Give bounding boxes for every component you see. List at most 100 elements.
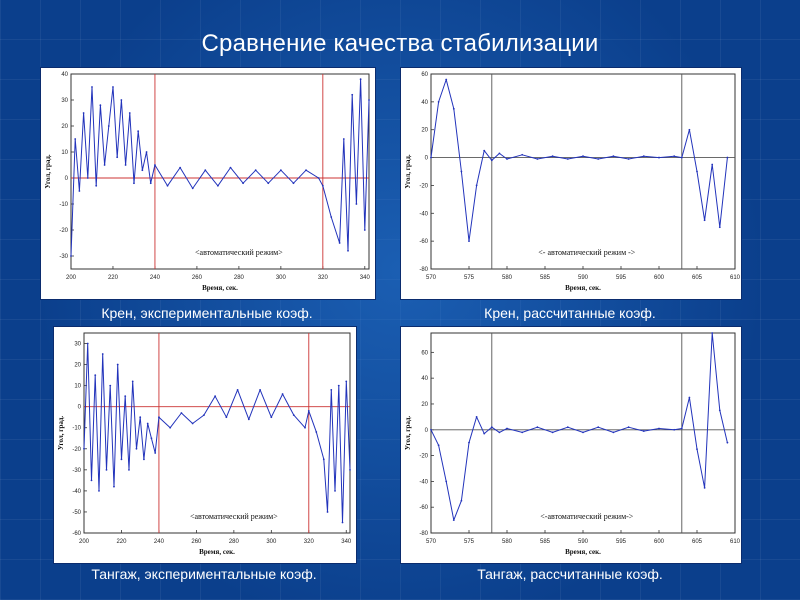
data-point — [551, 155, 554, 158]
data-point — [214, 395, 217, 398]
data-point — [236, 388, 239, 391]
data-point — [460, 170, 463, 173]
auto-mode-annotation: <автоматический режим> — [190, 512, 278, 521]
data-point — [696, 170, 698, 173]
y-tick-label: 40 — [421, 100, 428, 106]
plot-frame — [83, 332, 351, 534]
data-point — [191, 187, 194, 190]
x-tick-label: 575 — [464, 275, 475, 281]
y-tick-label: 60 — [421, 72, 428, 78]
data-point — [141, 169, 144, 172]
x-tick-label: 320 — [318, 275, 329, 281]
x-tick-label: 585 — [540, 539, 551, 545]
data-point — [612, 155, 615, 158]
y-tick-label: 20 — [421, 402, 428, 408]
data-point — [150, 437, 153, 440]
data-point — [658, 427, 660, 430]
x-tick-label: 280 — [234, 275, 245, 281]
y-tick-label: 10 — [74, 384, 81, 390]
data-point — [135, 447, 138, 450]
data-point — [107, 125, 110, 127]
data-point — [145, 151, 148, 153]
y-tick-label: 10 — [61, 150, 68, 156]
data-point — [154, 164, 156, 166]
data-point — [445, 480, 448, 483]
data-point — [202, 414, 205, 417]
data-point — [368, 99, 370, 101]
data-point — [551, 431, 554, 434]
data-point — [330, 216, 333, 218]
data-point — [597, 426, 600, 429]
roll-calculated-chart: 570 575 580 585 590 595 600 605 610 60 40 20 0 -20 -40… — [404, 72, 741, 292]
data-point — [430, 156, 432, 159]
data-point — [566, 426, 569, 429]
data-point — [718, 409, 721, 412]
y-tick-label: 0 — [425, 428, 429, 434]
data-point — [305, 169, 307, 172]
caption-pitch-experimental: Тангаж, экспериментальные коэф. — [91, 566, 317, 582]
x-tick-label: 570 — [426, 539, 437, 545]
x-tick-label: 300 — [276, 275, 287, 281]
x-tick-label: 220 — [108, 275, 119, 281]
y-tick-label: 20 — [61, 124, 68, 130]
data-point — [90, 479, 93, 482]
data-point — [342, 138, 345, 140]
data-point — [498, 152, 501, 155]
caption-roll-experimental: Крен, экспериментальные коэф. — [101, 305, 313, 321]
data-point — [149, 182, 152, 185]
pitch-experimental-chart: 200 220 240 260 280 300 320 340 30 20 10 0 -10 -20 -30… — [57, 332, 352, 556]
data-point — [83, 447, 85, 450]
data-point — [506, 158, 508, 160]
data-point — [143, 458, 145, 461]
y-tick-label: 20 — [74, 363, 81, 369]
y-tick-label: -60 — [419, 505, 428, 511]
data-point — [158, 416, 160, 419]
y-axis-label: Угол, град. — [404, 416, 412, 451]
data-point — [95, 184, 98, 187]
x-tick-label: 260 — [192, 275, 203, 281]
y-tick-label: 40 — [61, 72, 68, 78]
data-point — [341, 521, 344, 524]
data-point — [204, 169, 207, 172]
x-tick-label: 605 — [692, 539, 703, 545]
data-point — [468, 240, 470, 243]
data-point — [536, 426, 539, 429]
data-point — [566, 158, 569, 160]
slide-title: Сравнение качества стабилизации — [201, 30, 599, 57]
x-tick-label: 200 — [66, 275, 77, 281]
data-point — [242, 182, 244, 185]
data-point — [292, 182, 295, 185]
caption-roll-calculated: Крен, рассчитанные коэф. — [484, 305, 656, 321]
data-point — [304, 426, 306, 429]
data-point — [86, 177, 89, 179]
data-point — [124, 164, 127, 166]
data-point — [627, 426, 630, 429]
y-tick-label: -10 — [72, 426, 81, 432]
data-point — [103, 164, 106, 166]
data-point — [315, 431, 318, 433]
x-tick-label: 570 — [426, 275, 437, 281]
y-tick-label: -40 — [419, 479, 428, 485]
x-tick-label: 600 — [654, 275, 665, 281]
y-tick-label: -20 — [72, 447, 81, 453]
data-point — [437, 100, 440, 103]
data-point — [322, 458, 325, 461]
y-tick-label: 0 — [78, 405, 82, 411]
y-tick-label: 30 — [74, 342, 81, 348]
data-point — [351, 93, 354, 96]
angle-series-line — [70, 78, 370, 257]
auto-mode-annotation: <автоматический режим> — [195, 248, 283, 257]
y-tick-label: -20 — [59, 228, 68, 234]
data-point — [658, 156, 660, 159]
y-tick-label: -30 — [59, 254, 68, 260]
data-point — [116, 363, 119, 366]
plot-frame — [70, 73, 370, 270]
data-point — [349, 468, 351, 471]
data-point — [307, 409, 310, 412]
y-tick-label: -40 — [419, 211, 428, 217]
data-point — [146, 422, 149, 425]
data-point — [521, 153, 524, 156]
y-tick-label: 0 — [425, 156, 429, 162]
data-point — [337, 384, 340, 387]
x-tick-label: 595 — [616, 539, 627, 545]
